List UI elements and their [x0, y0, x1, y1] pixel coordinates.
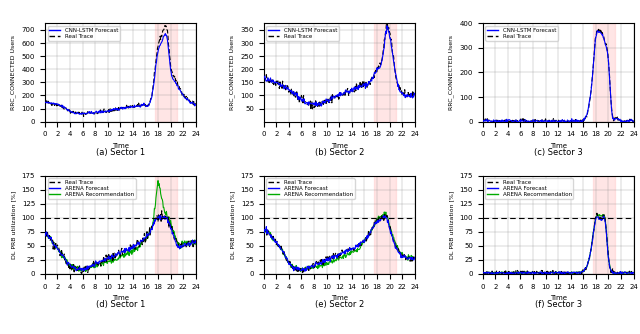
Legend: CNN-LSTM Forecast, Real Trace: CNN-LSTM Forecast, Real Trace [485, 26, 557, 41]
Bar [374, 23, 396, 122]
Legend: Real Trace, ARENA Forecast, ARENA Recommendation: Real Trace, ARENA Forecast, ARENA Recomm… [266, 178, 355, 199]
Bar [593, 23, 615, 122]
Bar [155, 176, 177, 274]
X-axis label: Time: Time [112, 143, 129, 149]
Bar [374, 176, 396, 274]
X-axis label: Time: Time [550, 143, 566, 149]
Bar [155, 23, 177, 122]
Y-axis label: DL PRB utilization [%]: DL PRB utilization [%] [11, 191, 16, 259]
Legend: Real Trace, ARENA Forecast, ARENA Recommendation: Real Trace, ARENA Forecast, ARENA Recomm… [485, 178, 573, 199]
X-axis label: Time: Time [331, 295, 348, 301]
Legend: CNN-LSTM Forecast, Real Trace: CNN-LSTM Forecast, Real Trace [266, 26, 339, 41]
Title: (d) Sector 1: (d) Sector 1 [95, 300, 145, 309]
Bar [593, 176, 615, 274]
Y-axis label: RRC_CONNECTED Users: RRC_CONNECTED Users [229, 35, 235, 110]
Title: (c) Sector 3: (c) Sector 3 [534, 148, 582, 157]
Y-axis label: RRC_CONNECTED Users: RRC_CONNECTED Users [10, 35, 16, 110]
X-axis label: Time: Time [550, 295, 566, 301]
Title: (b) Sector 2: (b) Sector 2 [314, 148, 364, 157]
Title: (e) Sector 2: (e) Sector 2 [315, 300, 364, 309]
Y-axis label: DL PRB utilization [%]: DL PRB utilization [%] [449, 191, 454, 259]
Y-axis label: RRC_CONNECTED Users: RRC_CONNECTED Users [448, 35, 454, 110]
X-axis label: Time: Time [112, 295, 129, 301]
Legend: CNN-LSTM Forecast, Real Trace: CNN-LSTM Forecast, Real Trace [47, 26, 120, 41]
Y-axis label: DL PRB utilization [%]: DL PRB utilization [%] [230, 191, 235, 259]
Title: (a) Sector 1: (a) Sector 1 [96, 148, 145, 157]
X-axis label: Time: Time [331, 143, 348, 149]
Legend: Real Trace, ARENA Forecast, ARENA Recommendation: Real Trace, ARENA Forecast, ARENA Recomm… [47, 178, 136, 199]
Title: (f) Sector 3: (f) Sector 3 [534, 300, 582, 309]
